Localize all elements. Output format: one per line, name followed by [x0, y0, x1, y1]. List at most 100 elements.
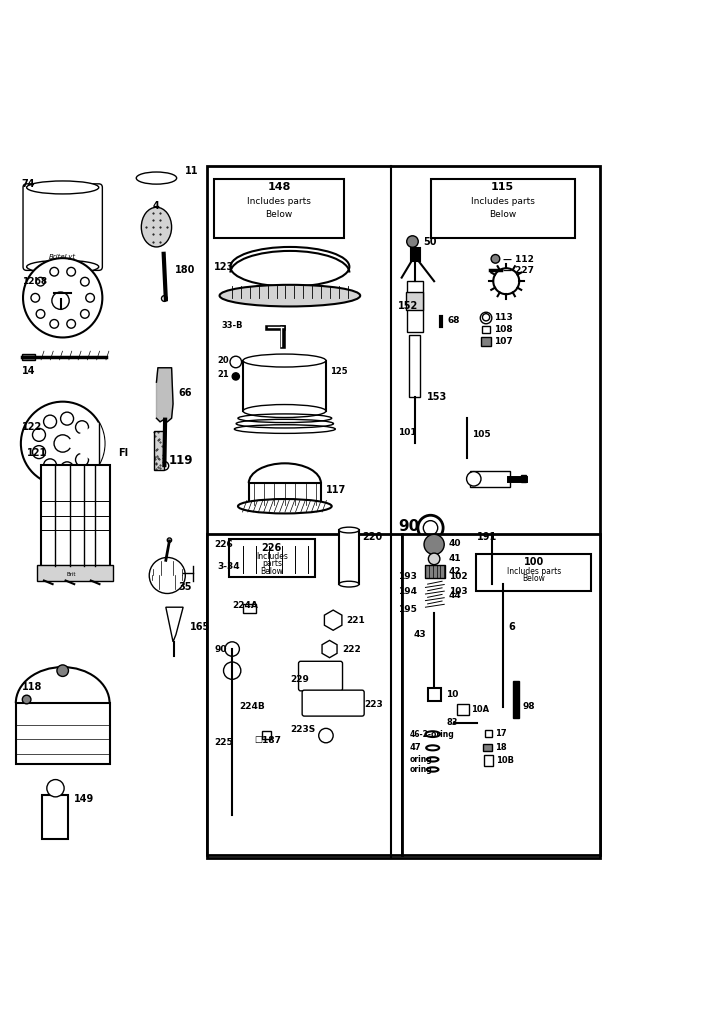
Bar [214, 179, 344, 238]
Circle shape [85, 294, 94, 302]
Text: ☐187: ☐187 [254, 736, 281, 745]
Ellipse shape [136, 172, 177, 184]
Text: 226: 226 [261, 543, 282, 553]
Bar [207, 166, 600, 858]
Bar [249, 483, 321, 505]
Circle shape [420, 573, 427, 581]
Text: 40: 40 [449, 539, 461, 548]
Text: 74: 74 [22, 179, 35, 188]
Text: 223: 223 [364, 700, 383, 709]
Circle shape [43, 415, 56, 428]
Bar [483, 744, 492, 752]
Circle shape [54, 435, 72, 453]
Bar [476, 554, 592, 591]
Text: 122: 122 [22, 422, 42, 432]
Bar [445, 574, 449, 580]
Text: 68: 68 [447, 316, 460, 326]
Circle shape [67, 319, 75, 328]
Circle shape [482, 313, 489, 321]
Ellipse shape [240, 538, 311, 559]
Text: 113: 113 [494, 313, 513, 323]
Text: Brit: Brit [67, 571, 77, 577]
Ellipse shape [339, 527, 359, 532]
Text: 121: 121 [27, 447, 47, 458]
Ellipse shape [146, 175, 167, 181]
Circle shape [232, 373, 240, 380]
Circle shape [57, 665, 69, 677]
Circle shape [75, 421, 88, 434]
Bar [41, 465, 109, 566]
Bar [339, 530, 359, 584]
Text: — 227: — 227 [502, 266, 534, 274]
Circle shape [424, 535, 445, 555]
Text: 90: 90 [398, 519, 419, 534]
Text: 220: 220 [362, 532, 382, 543]
Circle shape [31, 294, 40, 302]
Bar [43, 796, 69, 839]
Circle shape [225, 642, 240, 656]
Polygon shape [156, 368, 173, 422]
Text: 43: 43 [414, 630, 426, 639]
Bar [229, 540, 315, 577]
Text: 10A: 10A [471, 706, 489, 714]
Bar [481, 338, 491, 346]
Text: 12b8: 12b8 [22, 276, 47, 286]
Text: 17: 17 [494, 729, 506, 738]
Text: 117: 117 [326, 485, 346, 496]
Circle shape [160, 462, 169, 470]
Bar [243, 604, 256, 613]
Ellipse shape [219, 285, 361, 306]
Circle shape [480, 312, 492, 324]
Text: Fl: Fl [118, 447, 128, 458]
Bar [470, 471, 510, 486]
Text: 224B: 224B [240, 702, 265, 712]
Circle shape [43, 459, 56, 472]
Text: 42: 42 [449, 567, 461, 577]
Text: 191: 191 [477, 532, 497, 543]
Bar [22, 354, 35, 359]
Text: 10: 10 [446, 690, 458, 699]
Bar [207, 534, 402, 855]
Circle shape [50, 267, 59, 276]
Text: 119: 119 [169, 454, 193, 467]
Bar [263, 730, 271, 739]
Text: 221: 221 [346, 615, 365, 625]
Text: 41: 41 [449, 554, 461, 563]
Text: 222: 222 [342, 644, 361, 653]
Text: 107: 107 [494, 337, 513, 346]
Text: 100: 100 [523, 557, 544, 567]
Text: parts: parts [262, 559, 282, 568]
Circle shape [22, 695, 31, 703]
Circle shape [33, 445, 46, 459]
Text: 165: 165 [190, 623, 211, 633]
Bar [240, 546, 311, 573]
Circle shape [493, 268, 519, 294]
Circle shape [36, 309, 45, 318]
Wedge shape [63, 423, 104, 465]
Text: 10B: 10B [496, 757, 514, 765]
Text: 149: 149 [74, 794, 94, 804]
Bar [431, 179, 575, 238]
Bar [409, 335, 421, 396]
Ellipse shape [243, 404, 326, 418]
Text: Below: Below [261, 566, 283, 575]
Text: Includes parts: Includes parts [247, 198, 311, 207]
Text: 21: 21 [217, 371, 229, 380]
Text: 180: 180 [174, 265, 195, 275]
Bar [521, 475, 526, 482]
Ellipse shape [230, 247, 350, 287]
Text: 50: 50 [424, 237, 437, 247]
Ellipse shape [27, 181, 98, 194]
Text: 225: 225 [214, 738, 233, 748]
Circle shape [161, 296, 167, 301]
Text: 102: 102 [449, 572, 467, 582]
Circle shape [61, 412, 74, 425]
Ellipse shape [243, 354, 326, 367]
Bar [425, 565, 445, 579]
Text: Includes parts: Includes parts [471, 198, 534, 207]
Ellipse shape [424, 520, 438, 536]
Text: 194: 194 [398, 587, 417, 596]
Text: 123: 123 [214, 262, 235, 271]
Text: 148: 148 [267, 182, 291, 193]
Bar [243, 360, 326, 411]
